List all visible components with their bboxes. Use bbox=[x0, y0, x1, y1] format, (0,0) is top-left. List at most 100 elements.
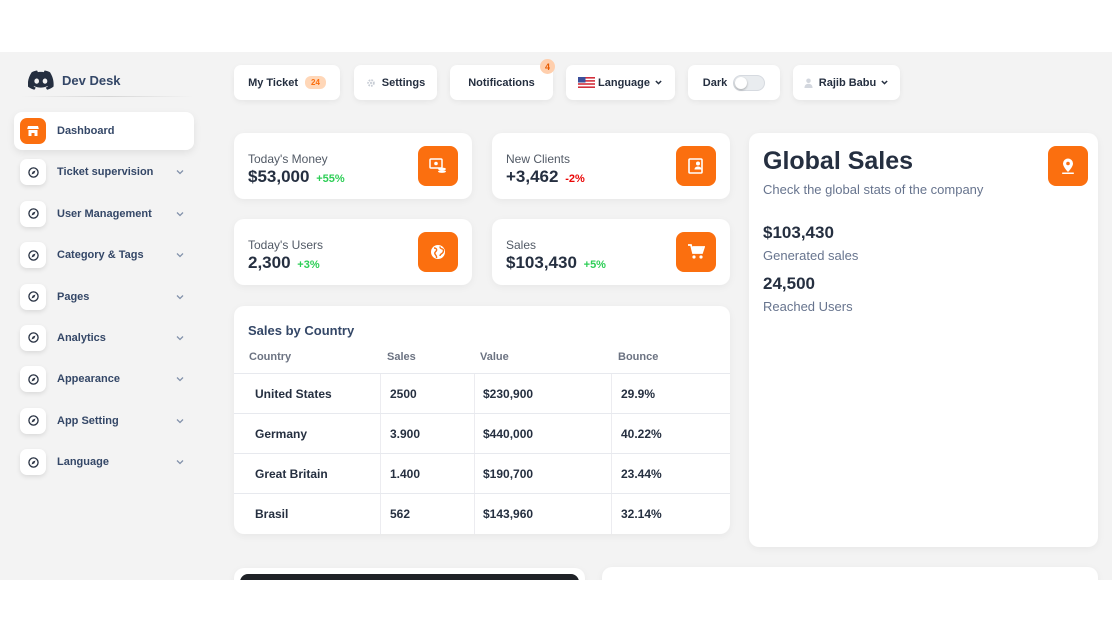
stat-card-sales: Sales $103,430 +5% bbox=[492, 219, 730, 285]
global-sales-subtitle: Check the global stats of the company bbox=[763, 182, 984, 197]
sidebar-item-label: Category & Tags bbox=[57, 249, 144, 262]
clients-icon bbox=[676, 146, 716, 186]
chevron-down-icon bbox=[176, 335, 184, 341]
chevron-down-icon bbox=[176, 294, 184, 299]
chevron-down-icon bbox=[881, 80, 888, 85]
sales-by-country-card: Sales by Country Country Sales Value Bou… bbox=[234, 306, 730, 534]
stat-label: Sales bbox=[506, 238, 537, 252]
sidebar-item-app-setting[interactable]: App Setting bbox=[14, 402, 194, 440]
sidebar-item-label: Dashboard bbox=[57, 125, 115, 137]
stat-value: $103,430 +5% bbox=[506, 253, 606, 273]
notifications-button[interactable]: Notifications 4 bbox=[450, 59, 555, 100]
stat-number: $103,430 bbox=[506, 253, 577, 272]
compass-icon bbox=[20, 324, 46, 351]
chevron-down-icon bbox=[655, 80, 662, 85]
globe-icon bbox=[418, 232, 458, 272]
cell-bounce: 40.22% bbox=[621, 427, 662, 441]
sidebar-item-dashboard[interactable]: Dashboard bbox=[14, 112, 194, 150]
sidebar-item-user-management[interactable]: User Management bbox=[14, 195, 194, 233]
shop-icon bbox=[20, 118, 46, 144]
sidebar-item-ticket-supervision[interactable]: Ticket supervision bbox=[14, 153, 194, 191]
user-icon bbox=[804, 78, 813, 88]
column-header: Value bbox=[480, 351, 509, 363]
bottom-chart-card bbox=[234, 568, 585, 580]
gear-icon bbox=[367, 78, 375, 87]
global-sales-title: Global Sales bbox=[763, 147, 914, 175]
sidebar-item-label: App Setting bbox=[57, 414, 119, 427]
cell-country: Germany bbox=[255, 427, 308, 441]
table-row: United States 2500 $230,900 29.9% bbox=[234, 373, 730, 414]
stat-value: 2,300 +3% bbox=[248, 253, 320, 273]
reached-users-label: Reached Users bbox=[763, 299, 853, 314]
cell-sales: 2500 bbox=[390, 387, 417, 401]
discord-logo-icon bbox=[28, 70, 54, 90]
sidebar-item-pages[interactable]: Pages bbox=[14, 278, 194, 316]
brand[interactable]: Dev Desk bbox=[28, 70, 121, 90]
chevron-down-icon bbox=[176, 170, 184, 175]
compass-icon bbox=[20, 200, 46, 227]
stat-card-todays-money: Today's Money $53,000 +55% bbox=[234, 133, 472, 199]
sidebar-item-analytics[interactable]: Analytics bbox=[14, 319, 194, 357]
switch-knob bbox=[735, 76, 748, 89]
stat-number: $53,000 bbox=[248, 167, 310, 186]
location-pin-icon bbox=[1048, 146, 1088, 186]
sidebar-item-language[interactable]: Language bbox=[14, 443, 194, 481]
sidebar-nav: Dashboard Ticket supervision User Manage… bbox=[14, 112, 194, 485]
dark-mode-label: Dark bbox=[702, 76, 728, 89]
language-dropdown[interactable]: Language bbox=[566, 65, 675, 100]
us-flag-icon bbox=[578, 77, 596, 88]
compass-icon bbox=[20, 407, 46, 434]
brand-name: Dev Desk bbox=[62, 72, 121, 88]
chevron-down-icon bbox=[176, 460, 184, 465]
compass-icon bbox=[20, 242, 46, 269]
sidebar-divider bbox=[20, 96, 194, 97]
cell-bounce: 29.9% bbox=[621, 387, 656, 401]
notifications-label: Notifications bbox=[468, 76, 535, 89]
cell-bounce: 32.14% bbox=[621, 507, 662, 521]
global-sales-card: Global Sales Check the global stats of t… bbox=[749, 133, 1098, 547]
sidebar-item-label: Appearance bbox=[57, 373, 120, 386]
sidebar-item-label: Ticket supervision bbox=[57, 166, 154, 179]
reached-users-value: 24,500 bbox=[763, 274, 815, 293]
ticket-count-badge: 24 bbox=[305, 76, 326, 89]
stat-change: +55% bbox=[316, 173, 345, 185]
cell-bounce: 23.44% bbox=[621, 467, 662, 481]
dark-mode-switch[interactable] bbox=[733, 74, 766, 91]
user-menu-button[interactable]: Rajib Babu bbox=[793, 65, 900, 100]
compass-icon bbox=[20, 159, 46, 186]
sidebar-item-category-tags[interactable]: Category & Tags bbox=[14, 236, 194, 274]
user-name: Rajib Babu bbox=[818, 76, 877, 89]
cell-value: $440,000 bbox=[483, 427, 534, 441]
cell-sales: 3.900 bbox=[390, 427, 421, 441]
stat-change: +5% bbox=[583, 259, 606, 271]
column-header: Sales bbox=[387, 351, 416, 363]
chevron-down-icon bbox=[176, 253, 184, 258]
stat-change: +3% bbox=[297, 259, 320, 271]
chevron-down-icon bbox=[176, 418, 184, 424]
bottom-card-right bbox=[602, 567, 1098, 580]
sidebar-item-appearance[interactable]: Appearance bbox=[14, 360, 194, 398]
notification-count-badge: 4 bbox=[540, 59, 555, 74]
cell-value: $143,960 bbox=[483, 507, 534, 521]
table-row: Great Britain 1.400 $190,700 23.44% bbox=[234, 453, 730, 494]
money-icon bbox=[418, 146, 458, 186]
cell-country: United States bbox=[255, 387, 332, 401]
stat-label: Today's Money bbox=[248, 152, 328, 166]
sidebar-item-label: Analytics bbox=[57, 331, 106, 344]
language-label: Language bbox=[598, 76, 650, 89]
stat-number: 2,300 bbox=[248, 253, 291, 272]
my-ticket-button[interactable]: My Ticket 24 bbox=[234, 65, 340, 100]
dark-mode-toggle[interactable]: Dark bbox=[688, 65, 780, 100]
stat-label: New Clients bbox=[506, 152, 571, 166]
settings-button[interactable]: Settings bbox=[354, 65, 437, 100]
stat-change: -2% bbox=[565, 173, 585, 185]
cell-sales: 562 bbox=[390, 507, 411, 521]
column-header: Bounce bbox=[618, 351, 659, 363]
chevron-down-icon bbox=[176, 377, 184, 382]
cell-country: Brasil bbox=[255, 507, 289, 521]
column-header: Country bbox=[249, 351, 292, 363]
table-row: Germany 3.900 $440,000 40.22% bbox=[234, 413, 730, 454]
table-title: Sales by Country bbox=[248, 323, 355, 338]
cell-country: Great Britain bbox=[255, 467, 328, 481]
compass-icon bbox=[20, 283, 46, 310]
